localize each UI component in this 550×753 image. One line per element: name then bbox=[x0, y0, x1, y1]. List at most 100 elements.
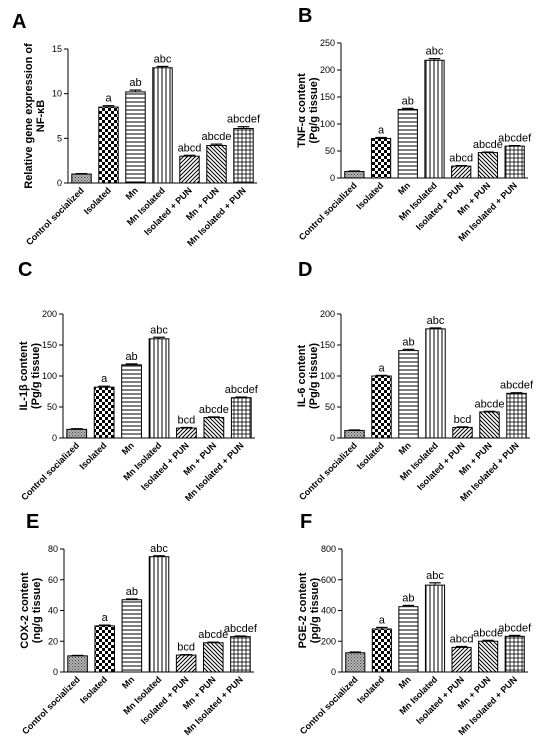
bar bbox=[148, 338, 170, 439]
bar bbox=[152, 67, 173, 184]
bar bbox=[94, 625, 115, 673]
x-category-label: Mn bbox=[120, 674, 136, 690]
significance-label: ab bbox=[402, 592, 414, 604]
bar bbox=[233, 128, 254, 184]
bar bbox=[398, 350, 419, 439]
bar bbox=[506, 392, 527, 439]
bar bbox=[345, 652, 366, 673]
bar bbox=[121, 364, 142, 439]
significance-label: abcd bbox=[450, 633, 474, 645]
bar bbox=[504, 145, 525, 179]
y-tick-label: 0 bbox=[52, 433, 57, 443]
significance-label: ab bbox=[125, 351, 137, 363]
bar bbox=[370, 138, 392, 179]
x-category-label: Mn bbox=[124, 185, 140, 201]
x-category-label: Mn bbox=[397, 674, 413, 690]
significance-label: a bbox=[105, 93, 112, 105]
x-category-label: Isolated bbox=[355, 440, 386, 471]
bar bbox=[425, 328, 446, 439]
significance-label: abcd bbox=[178, 142, 202, 154]
bar bbox=[424, 584, 446, 673]
bar bbox=[504, 635, 525, 673]
y-tick-label: 0 bbox=[53, 667, 58, 677]
significance-label: abcde bbox=[473, 627, 503, 639]
x-category-label: Control socialized bbox=[20, 674, 82, 736]
significance-label: abc bbox=[150, 543, 168, 555]
y-tick-label: 50 bbox=[325, 402, 335, 412]
bar bbox=[371, 375, 392, 439]
chart-panel-c: C IL-1β content (Pg/g tissue) 0 50 100 150 200 C… bbox=[18, 259, 259, 503]
y-tick-label: 80 bbox=[48, 544, 58, 554]
y-axis-label: TNF-α content bbox=[296, 73, 308, 148]
bar bbox=[66, 428, 88, 439]
x-category-label: Isolated bbox=[77, 440, 108, 471]
x-category-label: Control socialized bbox=[19, 440, 81, 502]
x-category-label: Isolated bbox=[354, 180, 385, 211]
bar bbox=[179, 155, 200, 184]
panel-letter: A bbox=[12, 11, 26, 33]
x-category-label: Mn bbox=[397, 440, 413, 456]
chart-panel-b: B TNF-α content (Pg/g tissue) 0 50 100 150 200 2… bbox=[296, 5, 532, 243]
bar bbox=[206, 144, 227, 184]
significance-label: abcde bbox=[473, 139, 503, 151]
panel-letter: E bbox=[26, 511, 39, 533]
y-tick-label: 20 bbox=[48, 636, 58, 646]
significance-label: abc bbox=[154, 53, 172, 65]
significance-label: abc bbox=[426, 46, 444, 58]
bar bbox=[452, 426, 473, 439]
bar bbox=[230, 397, 252, 439]
bar bbox=[398, 606, 419, 673]
chart-panel-d: D IL-6 content (Pg/g tissue) 0 50 100 150 200 Co… bbox=[296, 259, 534, 503]
y-axis-label: (Pg/g tissue) bbox=[308, 343, 320, 409]
y-tick-label: 50 bbox=[325, 146, 335, 156]
significance-label: abcde bbox=[198, 629, 228, 641]
y-tick-label: 60 bbox=[48, 575, 58, 585]
significance-label: a bbox=[378, 362, 385, 374]
significance-label: abcde bbox=[199, 404, 229, 416]
significance-label: ab bbox=[129, 77, 141, 89]
x-category-label: Control socialized bbox=[297, 180, 359, 242]
bar bbox=[148, 556, 170, 673]
significance-label: abcdef bbox=[498, 133, 532, 145]
y-tick-label: 800 bbox=[321, 544, 336, 554]
x-category-label: Mn bbox=[396, 180, 412, 196]
x-category-label: Isolated bbox=[82, 185, 113, 216]
significance-label: abc bbox=[150, 324, 168, 336]
y-axis-label: (pg/g tissue) bbox=[309, 577, 321, 643]
y-axis-label: COX-2 content bbox=[19, 572, 31, 649]
significance-label: a bbox=[101, 373, 108, 385]
y-tick-label: 250 bbox=[320, 38, 335, 48]
y-tick-label: 200 bbox=[42, 309, 57, 319]
significance-label: a bbox=[379, 614, 386, 626]
bar bbox=[479, 411, 500, 439]
bar bbox=[344, 430, 365, 439]
significance-label: abcde bbox=[202, 131, 232, 143]
bar bbox=[478, 640, 499, 673]
x-category-label: Isolated + PUN bbox=[142, 185, 194, 237]
y-axis-label: (Pg/g tissue) bbox=[308, 77, 320, 143]
chart-panel-f: F PGE-2 content (pg/g tissue) 0 200 400 600 800… bbox=[297, 511, 532, 737]
chart-panels: A Relative gene expression of NF-κB 0 5 10 15 C… bbox=[12, 5, 534, 737]
y-tick-label: 150 bbox=[320, 340, 335, 350]
significance-label: abcdef bbox=[227, 114, 261, 126]
y-tick-label: 100 bbox=[320, 371, 335, 381]
bar bbox=[125, 91, 146, 184]
chart-panel-a: A Relative gene expression of NF-κB 0 5 10 15 C… bbox=[12, 11, 261, 248]
x-category-label: Isolated + PUN bbox=[414, 180, 466, 232]
bar bbox=[397, 108, 418, 179]
y-tick-label: 50 bbox=[47, 402, 57, 412]
y-tick-label: 200 bbox=[320, 65, 335, 75]
bar bbox=[175, 654, 197, 673]
bar bbox=[93, 386, 115, 439]
y-axis-label: NF-κB bbox=[35, 100, 47, 132]
significance-label: a bbox=[378, 125, 385, 137]
significance-label: abcdef bbox=[498, 622, 532, 634]
significance-label: ab bbox=[126, 586, 138, 598]
x-category-label: Control socialized bbox=[297, 440, 359, 502]
significance-label: ab bbox=[402, 336, 414, 348]
bar bbox=[203, 642, 224, 673]
panel-letter: C bbox=[18, 259, 32, 281]
y-tick-label: 150 bbox=[320, 92, 335, 102]
y-tick-label: 0 bbox=[57, 178, 62, 188]
x-category-label: Isolated + PUN bbox=[415, 440, 467, 492]
